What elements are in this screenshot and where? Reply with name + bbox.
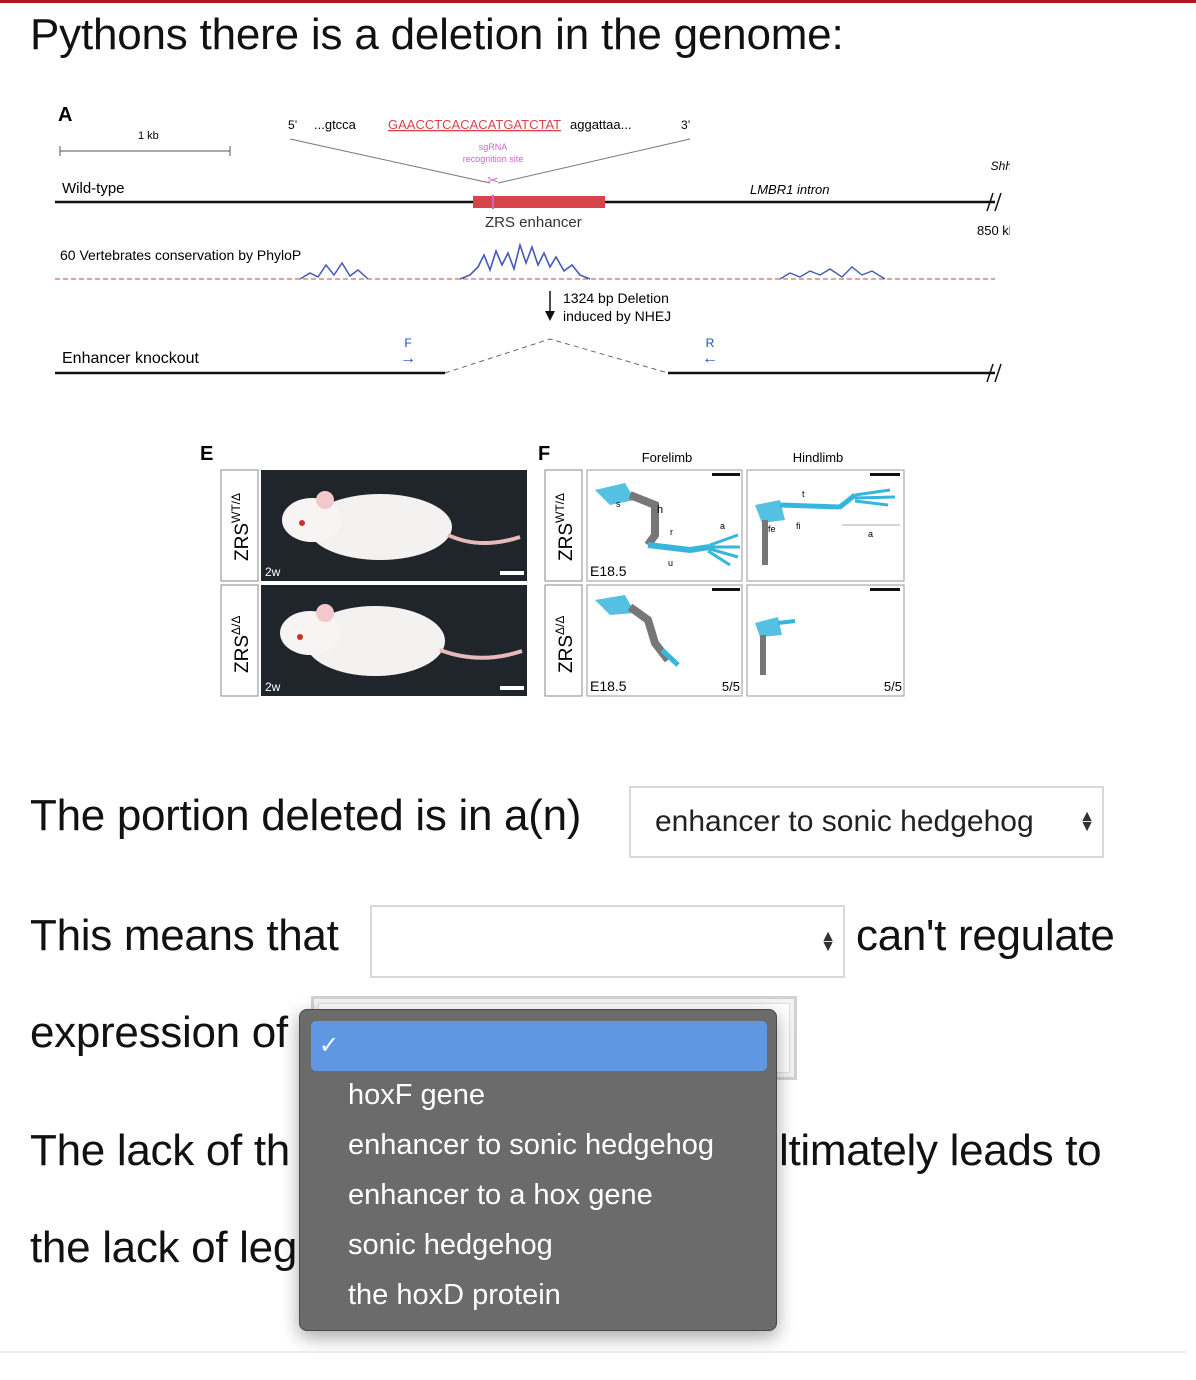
- question-heading: Pythons there is a deletion in the genom…: [30, 10, 844, 59]
- ratio-label-forelimb: 5/5: [722, 679, 740, 694]
- phylop-peak-3: [779, 266, 886, 280]
- bone-label-t: t: [802, 489, 805, 499]
- bone-label-fi: fi: [796, 521, 801, 531]
- genome-figure: A 1 kb 5’ ...gtcca GAACCTCACACATGATCTAT …: [55, 104, 1010, 697]
- dropdown-option-enhancer-hox[interactable]: enhancer to a hox gene: [348, 1179, 653, 1211]
- up-down-arrows-icon: ▲ ▼: [820, 927, 836, 955]
- forelimb-wt-skeleton: [586, 469, 743, 582]
- stage-label-ko: E18.5: [590, 678, 627, 694]
- scale-label: 1 kb: [138, 130, 159, 142]
- bone-label-a: a: [720, 521, 725, 531]
- top-accent-line: [0, 0, 1196, 3]
- primer-r-label: R: [706, 336, 715, 350]
- q3-text: expression of: [30, 1008, 288, 1057]
- q2-after-text: can't regulate: [856, 911, 1115, 960]
- expression-dropdown-menu: ✓ hoxF gene enhancer to sonic hedgehog e…: [299, 1009, 777, 1331]
- bone-label-s: s: [616, 499, 621, 509]
- genotype-f-ko-label: ZRSΔ/Δ: [553, 616, 577, 673]
- genotype-wt-label: ZRSWT/Δ: [229, 493, 253, 561]
- age-label-ko: 2w: [265, 680, 281, 694]
- hindlimb-wt-skeleton: [746, 469, 905, 582]
- forelimb-header: Forelimb: [642, 450, 693, 465]
- knockout-promoter-icon: [986, 363, 1002, 383]
- hindlimb-header: Hindlimb: [793, 450, 844, 465]
- seq-target: GAACCTCACACATGATCTAT: [388, 117, 561, 132]
- forelimb-ko-skeleton: [586, 584, 743, 697]
- gene-promoter-icon: [986, 192, 1002, 212]
- deletion-label: 1324 bp Deletion: [563, 290, 669, 306]
- up-down-arrows-icon: ▲ ▼: [1079, 808, 1095, 835]
- phylop-peak-2: [459, 242, 591, 280]
- phylop-label: 60 Vertebrates conservation by PhyloP: [60, 247, 301, 263]
- sgrna-label: sgRNA: [479, 142, 508, 152]
- q5-text-left: the lack of leg: [30, 1223, 297, 1272]
- checkmark-icon: ✓: [319, 1032, 340, 1059]
- bone-label-u: u: [668, 558, 673, 568]
- knockout-label: Enhancer knockout: [62, 350, 200, 367]
- zoom-line-right: [497, 138, 691, 184]
- ratio-label-hindlimb: 5/5: [884, 679, 902, 694]
- bone-label-r: r: [670, 527, 673, 537]
- deleted-portion-value: enhancer to sonic hedgehog: [655, 805, 1034, 838]
- scissors-icon: ✂: [487, 172, 499, 188]
- genotype-ko-label: ZRSΔ/Δ: [229, 616, 253, 673]
- genotype-box-f-ko: [544, 584, 583, 697]
- mouse-photo-ko: [261, 585, 527, 696]
- genotype-f-wt-label: ZRSWT/Δ: [553, 493, 577, 561]
- panel-e-label: E: [200, 443, 213, 465]
- shh-label: Shh: [991, 159, 1010, 173]
- distance-label: 850 kb: [977, 223, 1010, 238]
- q1-text: The portion deleted is in a(n): [30, 791, 582, 840]
- deletion-method-label: induced by NHEJ: [563, 308, 671, 324]
- dropdown-option-hoxf-gene[interactable]: hoxF gene: [348, 1079, 486, 1111]
- bone-label-a-hind: a: [868, 529, 873, 539]
- age-label-wt: 2w: [265, 565, 281, 579]
- primer-f-label: F: [404, 336, 411, 350]
- bone-label-h: h: [657, 504, 663, 516]
- zrs-enhancer-bar: [473, 196, 605, 208]
- seq-5prime: 5’: [288, 118, 297, 132]
- primer-r-arrow-icon: ←: [702, 350, 718, 367]
- bottom-divider: [0, 1351, 1186, 1353]
- genotype-box-ko: [220, 584, 259, 697]
- primer-f-arrow-icon: →: [400, 350, 416, 367]
- bone-label-fe: fe: [768, 524, 776, 534]
- genotype-box-f-wt: [544, 469, 583, 582]
- zoom-line-left: [289, 138, 491, 184]
- seq-right: aggattaa...: [570, 117, 631, 132]
- q2-text: This means that: [30, 911, 339, 960]
- panel-a-label: A: [58, 104, 72, 126]
- q4-text-right: ltimately leads to: [779, 1126, 1102, 1175]
- dropdown-option-blank-selected[interactable]: ✓: [311, 1021, 767, 1071]
- seq-left: ...gtcca: [314, 117, 357, 132]
- phylop-peak-1: [299, 261, 369, 280]
- regulator-select[interactable]: ▲ ▼: [370, 905, 845, 978]
- wild-type-label: Wild-type: [62, 180, 125, 197]
- seq-3prime: 3’: [681, 118, 690, 132]
- dropdown-option-sonic-hedgehog[interactable]: sonic hedgehog: [348, 1229, 553, 1261]
- dropdown-option-hoxd-protein[interactable]: the hoxD protein: [348, 1279, 561, 1311]
- stage-label-wt: E18.5: [590, 563, 627, 579]
- mouse-photo-wt: [261, 470, 527, 581]
- lmbr1-label: LMBR1 intron: [750, 182, 829, 197]
- deletion-junction: [444, 338, 669, 374]
- dropdown-option-enhancer-shh[interactable]: enhancer to sonic hedgehog: [348, 1129, 715, 1161]
- q4-text-left: The lack of th: [30, 1126, 290, 1175]
- sgrna-site-label: recognition site: [463, 154, 524, 164]
- zrs-enhancer-label: ZRS enhancer: [485, 214, 582, 231]
- genotype-box-wt: [220, 469, 259, 582]
- panel-f-label: F: [538, 443, 550, 465]
- hindlimb-ko-skeleton: [746, 584, 905, 697]
- deletion-arrowhead-icon: [545, 311, 555, 321]
- deleted-portion-select[interactable]: enhancer to sonic hedgehog ▲ ▼: [629, 786, 1104, 858]
